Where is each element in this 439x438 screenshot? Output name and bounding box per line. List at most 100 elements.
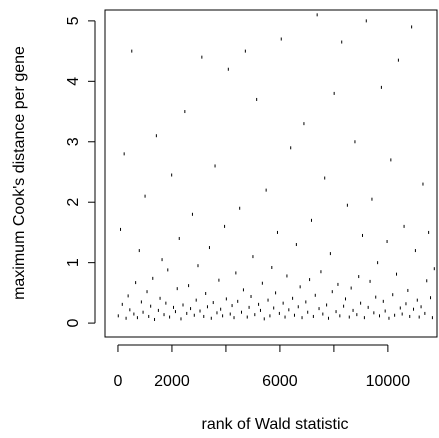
x-axis-label: rank of Wald statistic [201, 416, 348, 433]
point [206, 305, 208, 309]
point [148, 314, 150, 318]
point [431, 316, 433, 320]
point [428, 230, 430, 234]
point [354, 140, 356, 144]
point [117, 314, 119, 318]
point [288, 308, 290, 312]
point [184, 110, 186, 114]
point [405, 302, 407, 306]
point [392, 293, 394, 297]
point [346, 203, 348, 207]
y-tick-label: 0 [65, 319, 82, 328]
point [261, 281, 263, 285]
point [140, 300, 142, 304]
point [363, 316, 365, 320]
point [210, 316, 212, 320]
point [303, 122, 305, 126]
point [227, 67, 229, 71]
point [120, 227, 122, 231]
point [386, 239, 388, 243]
point [131, 49, 133, 53]
point [331, 290, 333, 294]
point [413, 307, 415, 311]
point [377, 261, 379, 265]
point [205, 291, 207, 295]
y-tick-label: 4 [65, 77, 82, 86]
point [379, 314, 381, 318]
point [259, 308, 261, 312]
point [273, 306, 275, 310]
point [333, 91, 335, 95]
point [142, 310, 144, 314]
point [312, 314, 314, 318]
point [382, 299, 384, 303]
point [278, 311, 280, 315]
point [335, 310, 337, 314]
y-tick-label: 5 [65, 16, 82, 25]
y-axis-label: maximum Cook's distance per gene [11, 46, 28, 300]
point [430, 296, 432, 300]
point [384, 309, 386, 313]
point [293, 313, 295, 317]
point [399, 306, 401, 310]
point [199, 309, 201, 313]
point [146, 290, 148, 294]
point [133, 312, 135, 316]
point [258, 302, 260, 306]
point [411, 25, 413, 29]
point [276, 230, 278, 234]
y-tick-label: 2 [65, 198, 82, 207]
point [201, 55, 203, 59]
point [123, 152, 125, 156]
point [240, 310, 242, 314]
x-tick-label: 6000 [262, 373, 298, 390]
point [188, 284, 190, 288]
point [373, 311, 375, 315]
point [225, 297, 227, 301]
point [286, 274, 288, 278]
point [220, 307, 222, 311]
point [310, 218, 312, 222]
y-tick-label: 3 [65, 137, 82, 146]
point [284, 315, 286, 319]
point [250, 295, 252, 299]
point [360, 301, 362, 305]
point [269, 314, 271, 318]
point [208, 246, 210, 250]
point [394, 313, 396, 317]
point [191, 212, 193, 216]
point [125, 316, 127, 320]
point [350, 286, 352, 290]
point [127, 294, 129, 298]
point [282, 301, 284, 305]
point [180, 317, 182, 321]
point [337, 282, 339, 286]
point [136, 316, 138, 320]
point [380, 85, 382, 89]
point [171, 173, 173, 177]
point [159, 296, 161, 300]
point [174, 310, 176, 314]
x-tick-label: 2000 [154, 373, 190, 390]
point [424, 311, 426, 315]
y-tick-label: 1 [65, 258, 82, 267]
point [358, 275, 360, 279]
point [356, 313, 358, 317]
point [314, 293, 316, 297]
point [365, 19, 367, 23]
point [157, 308, 159, 312]
point [348, 315, 350, 319]
point [190, 307, 192, 311]
point [222, 314, 224, 318]
point [129, 308, 131, 312]
point [280, 37, 282, 41]
point [352, 308, 354, 312]
point [367, 305, 369, 309]
point [193, 313, 195, 317]
point [290, 146, 292, 150]
point [407, 288, 409, 292]
point [388, 316, 390, 320]
point [135, 281, 137, 285]
point [244, 49, 246, 53]
point [237, 299, 239, 303]
